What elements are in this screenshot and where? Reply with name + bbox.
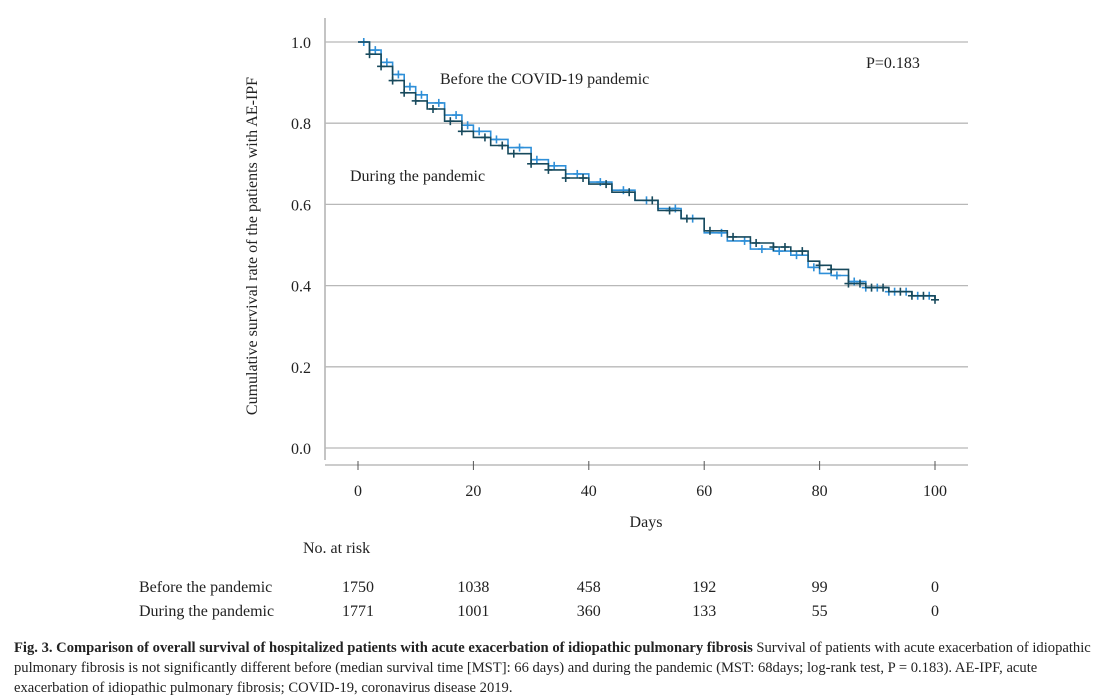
x-tick-label: 0 <box>354 483 362 500</box>
censor-mark <box>879 283 888 292</box>
censor-mark <box>740 236 749 245</box>
censor-mark <box>480 133 489 142</box>
censor-mark <box>844 279 853 288</box>
censor-mark <box>729 232 738 241</box>
censor-mark <box>452 111 461 120</box>
censor-mark <box>434 98 443 107</box>
censor-mark <box>371 46 380 55</box>
censor-mark <box>561 174 570 183</box>
before-series-label: Before the COVID-19 pandemic <box>440 71 649 88</box>
censor-mark <box>827 265 836 274</box>
risk-value: 55 <box>812 603 828 620</box>
y-tick-label: 0.6 <box>291 197 311 214</box>
censor-mark <box>532 155 541 164</box>
caption-text: Survival of patients with acute exacerba… <box>14 640 1091 696</box>
censor-mark <box>648 196 657 205</box>
y-tick-label: 1.0 <box>291 35 311 52</box>
risk-value: 458 <box>577 579 601 596</box>
risk-value: 192 <box>692 579 716 596</box>
censor-mark <box>463 121 472 130</box>
y-axis-label: Cumulative survival rate of the patients… <box>244 77 261 415</box>
censor-mark <box>752 238 761 247</box>
during-series-label: During the pandemic <box>350 168 485 185</box>
censor-mark <box>769 243 778 252</box>
risk-value: 133 <box>692 603 716 620</box>
censor-mark <box>550 161 559 170</box>
y-axis: 0.0 0.2 0.4 0.6 0.8 1.0 <box>291 35 311 458</box>
risk-row-label: Before the pandemic <box>139 579 272 596</box>
risk-value: 1001 <box>457 603 489 620</box>
x-tick-label: 20 <box>465 483 481 500</box>
censor-mark <box>832 271 841 280</box>
censor-mark <box>492 135 501 144</box>
censor-mark <box>665 206 674 215</box>
p-value-annotation: P=0.183 <box>866 55 920 72</box>
censor-mark <box>757 245 766 254</box>
censor-mark <box>780 243 789 252</box>
risk-value: 1750 <box>342 579 374 596</box>
y-tick-label: 0.4 <box>291 279 311 296</box>
grid-lines <box>324 18 968 460</box>
censor-mark <box>896 287 905 296</box>
censor-mark <box>417 90 426 99</box>
x-tick-label: 80 <box>812 483 828 500</box>
censor-mark <box>907 291 916 300</box>
x-axis: 0 20 40 60 80 100 <box>325 461 968 500</box>
x-tick-label: 100 <box>923 483 947 500</box>
y-tick-label: 0.8 <box>291 116 311 133</box>
censor-mark <box>579 174 588 183</box>
censor-mark <box>411 96 420 105</box>
censor-mark <box>527 159 536 168</box>
y-tick-label: 0.2 <box>291 360 311 377</box>
risk-value: 0 <box>931 579 939 596</box>
censor-mark <box>377 62 386 71</box>
censor-mark <box>475 127 484 136</box>
risk-value: 1038 <box>457 579 489 596</box>
censor-mark <box>573 169 582 178</box>
censor-mark <box>382 58 391 67</box>
censor-mark <box>515 143 524 152</box>
survival-chart: 0 20 40 60 80 100 0.0 0.2 0.4 0.6 0.8 1.0 Cumulati… <box>139 18 968 620</box>
series-layer <box>358 38 939 304</box>
censor-mark <box>775 247 784 256</box>
x-axis-label: Days <box>630 514 663 531</box>
figure-caption: Fig. 3. Comparison of overall survival o… <box>14 638 1104 698</box>
censor-mark <box>855 279 864 288</box>
censor-mark <box>365 50 374 59</box>
x-tick-label: 60 <box>696 483 712 500</box>
censor-mark <box>405 82 414 91</box>
censor-mark <box>400 88 409 97</box>
risk-table-heading: No. at risk <box>303 540 370 557</box>
censor-mark <box>509 149 518 158</box>
risk-value: 360 <box>577 603 601 620</box>
risk-value: 99 <box>812 579 828 596</box>
censor-mark <box>446 117 455 126</box>
x-tick-label: 40 <box>581 483 597 500</box>
censor-mark <box>682 214 691 223</box>
censor-mark <box>498 141 507 150</box>
censor-mark <box>815 261 824 270</box>
censor-mark <box>931 295 939 304</box>
y-tick-label: 0.0 <box>291 441 311 458</box>
censor-mark <box>429 104 438 113</box>
censor-mark <box>388 76 397 85</box>
risk-table: Before the pandemic 1750 1038 458 192 99 0 Duri… <box>139 579 939 620</box>
censor-mark <box>544 165 553 174</box>
censor-mark <box>809 263 818 272</box>
censor-mark <box>602 180 611 189</box>
censor-mark <box>705 226 714 235</box>
censor-mark <box>919 291 928 300</box>
risk-value: 0 <box>931 603 939 620</box>
censor-mark <box>792 251 801 260</box>
risk-row-label: During the pandemic <box>139 603 274 620</box>
risk-value: 1771 <box>342 603 374 620</box>
censor-mark <box>457 127 466 136</box>
censor-mark <box>798 247 807 256</box>
caption-title: Fig. 3. Comparison of overall survival o… <box>14 640 753 656</box>
censor-mark <box>867 283 876 292</box>
censor-mark <box>625 188 634 197</box>
censor-mark <box>394 70 403 79</box>
